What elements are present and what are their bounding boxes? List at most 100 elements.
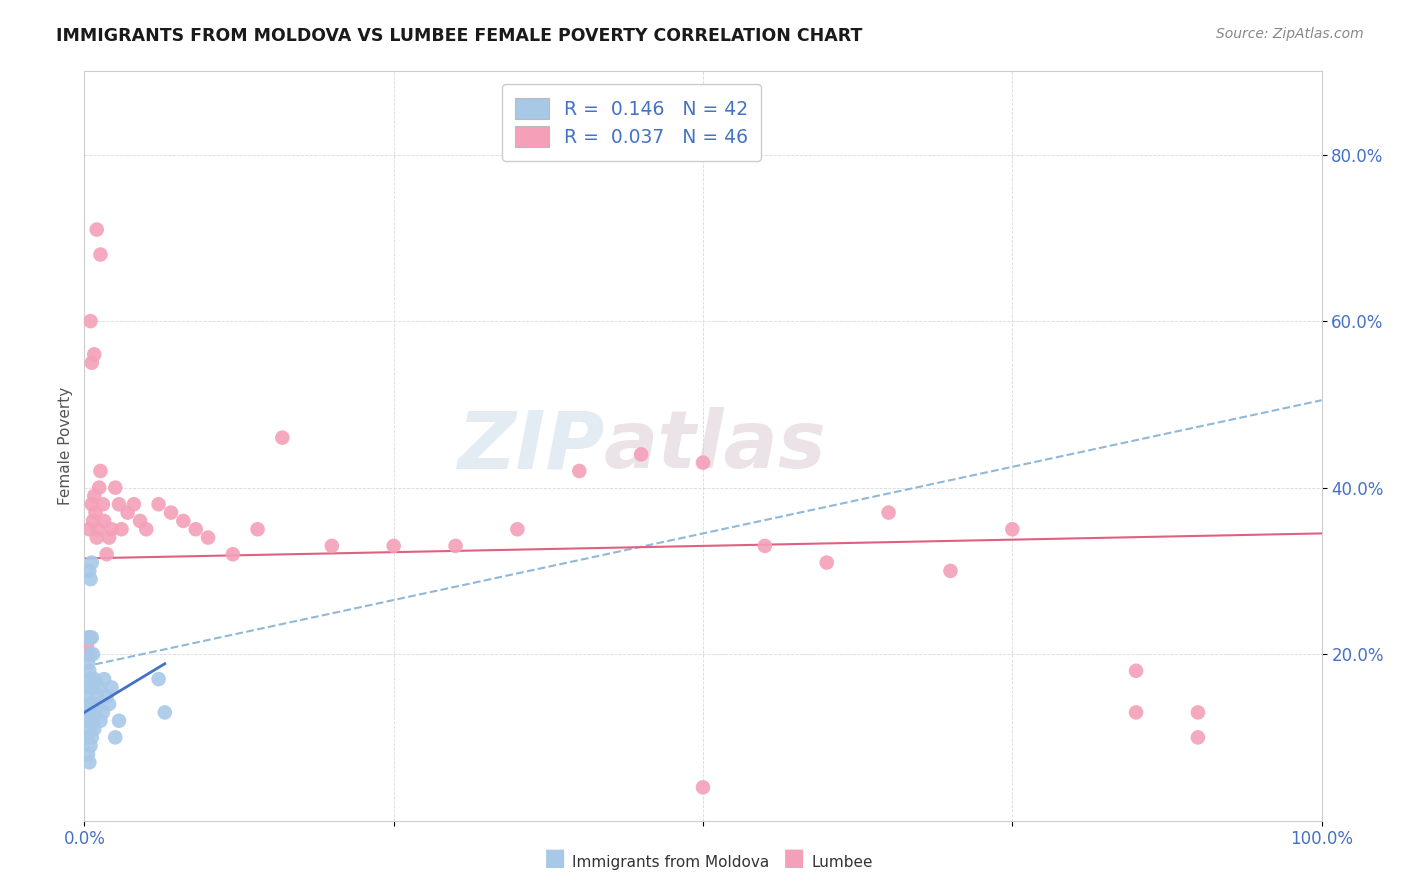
Point (160, 506, 183, 520)
Point (117, 506, 139, 520)
Point (939, 564, 962, 578)
Point (79, 697, 101, 711)
Point (754, 539, 776, 553)
Point (86, 531, 108, 545)
Point (80, 556, 103, 570)
Point (79, 314, 101, 328)
Point (630, 447, 652, 461)
Point (79, 631, 101, 645)
Point (444, 539, 467, 553)
Point (98, 531, 121, 545)
Point (129, 514, 152, 528)
Point (1187, 731, 1209, 745)
Point (100, 681, 122, 695)
Point (80, 356, 103, 370)
Point (246, 522, 269, 536)
Point (122, 497, 145, 511)
Point (98, 697, 121, 711)
Point (75, 714, 97, 728)
Point (1125, 706, 1147, 720)
Point (77, 747, 100, 761)
Y-axis label: Female Poverty: Female Poverty (58, 387, 73, 505)
Point (79, 722, 101, 736)
Point (76, 639, 98, 653)
Point (77, 681, 100, 695)
Point (83, 672, 105, 686)
Point (321, 539, 343, 553)
Point (104, 731, 127, 745)
Point (89, 464, 111, 478)
Text: atlas: atlas (605, 407, 827, 485)
Point (692, 456, 714, 470)
Point (79, 756, 101, 770)
Text: Source: ZipAtlas.com: Source: ZipAtlas.com (1216, 27, 1364, 41)
Point (80, 697, 103, 711)
Point (108, 497, 131, 511)
Point (79, 522, 101, 536)
Point (77, 656, 100, 670)
Point (1001, 522, 1024, 536)
Point (1187, 706, 1209, 720)
Point (82, 681, 104, 695)
Point (79, 647, 101, 661)
Point (382, 539, 405, 553)
Point (77, 647, 100, 661)
Point (96, 547, 118, 561)
Legend: R =  0.146   N = 42, R =  0.037   N = 46: R = 0.146 N = 42, R = 0.037 N = 46 (502, 85, 761, 161)
Point (79, 572, 101, 586)
Point (877, 506, 900, 520)
Point (104, 481, 127, 495)
Point (135, 522, 157, 536)
Text: ZIP: ZIP (457, 407, 605, 485)
Point (80, 731, 103, 745)
Point (79, 706, 101, 720)
Point (79, 664, 101, 678)
Point (153, 706, 176, 720)
Point (83, 722, 105, 736)
Point (79, 739, 101, 753)
Point (87, 522, 110, 536)
Point (1125, 664, 1147, 678)
Text: ■: ■ (783, 846, 806, 870)
Point (148, 672, 170, 686)
Point (82, 647, 104, 661)
Point (84, 706, 107, 720)
Point (77, 706, 100, 720)
Point (86, 222, 108, 236)
Point (110, 522, 132, 536)
Point (82, 514, 104, 528)
Point (271, 431, 294, 445)
Point (148, 497, 170, 511)
Point (79, 631, 101, 645)
Point (80, 497, 103, 511)
Point (83, 489, 105, 503)
Point (79, 564, 101, 578)
Point (91, 706, 114, 720)
Point (197, 531, 219, 545)
Point (184, 522, 207, 536)
Point (815, 556, 838, 570)
Point (76, 689, 98, 703)
Text: Lumbee: Lumbee (811, 855, 873, 870)
Point (87, 697, 110, 711)
Point (172, 514, 194, 528)
Point (89, 681, 111, 695)
Point (91, 497, 114, 511)
Point (222, 547, 245, 561)
Point (96, 689, 118, 703)
Point (108, 714, 131, 728)
Point (82, 714, 104, 728)
Point (79, 672, 101, 686)
Text: IMMIGRANTS FROM MOLDOVA VS LUMBEE FEMALE POVERTY CORRELATION CHART: IMMIGRANTS FROM MOLDOVA VS LUMBEE FEMALE… (56, 27, 863, 45)
Point (83, 347, 105, 361)
Point (93, 514, 115, 528)
Text: Immigrants from Moldova: Immigrants from Moldova (572, 855, 769, 870)
Point (506, 522, 529, 536)
Point (568, 464, 591, 478)
Point (89, 247, 111, 261)
Point (100, 522, 122, 536)
Point (692, 780, 714, 795)
Point (77, 631, 100, 645)
Text: ■: ■ (544, 846, 567, 870)
Point (84, 506, 107, 520)
